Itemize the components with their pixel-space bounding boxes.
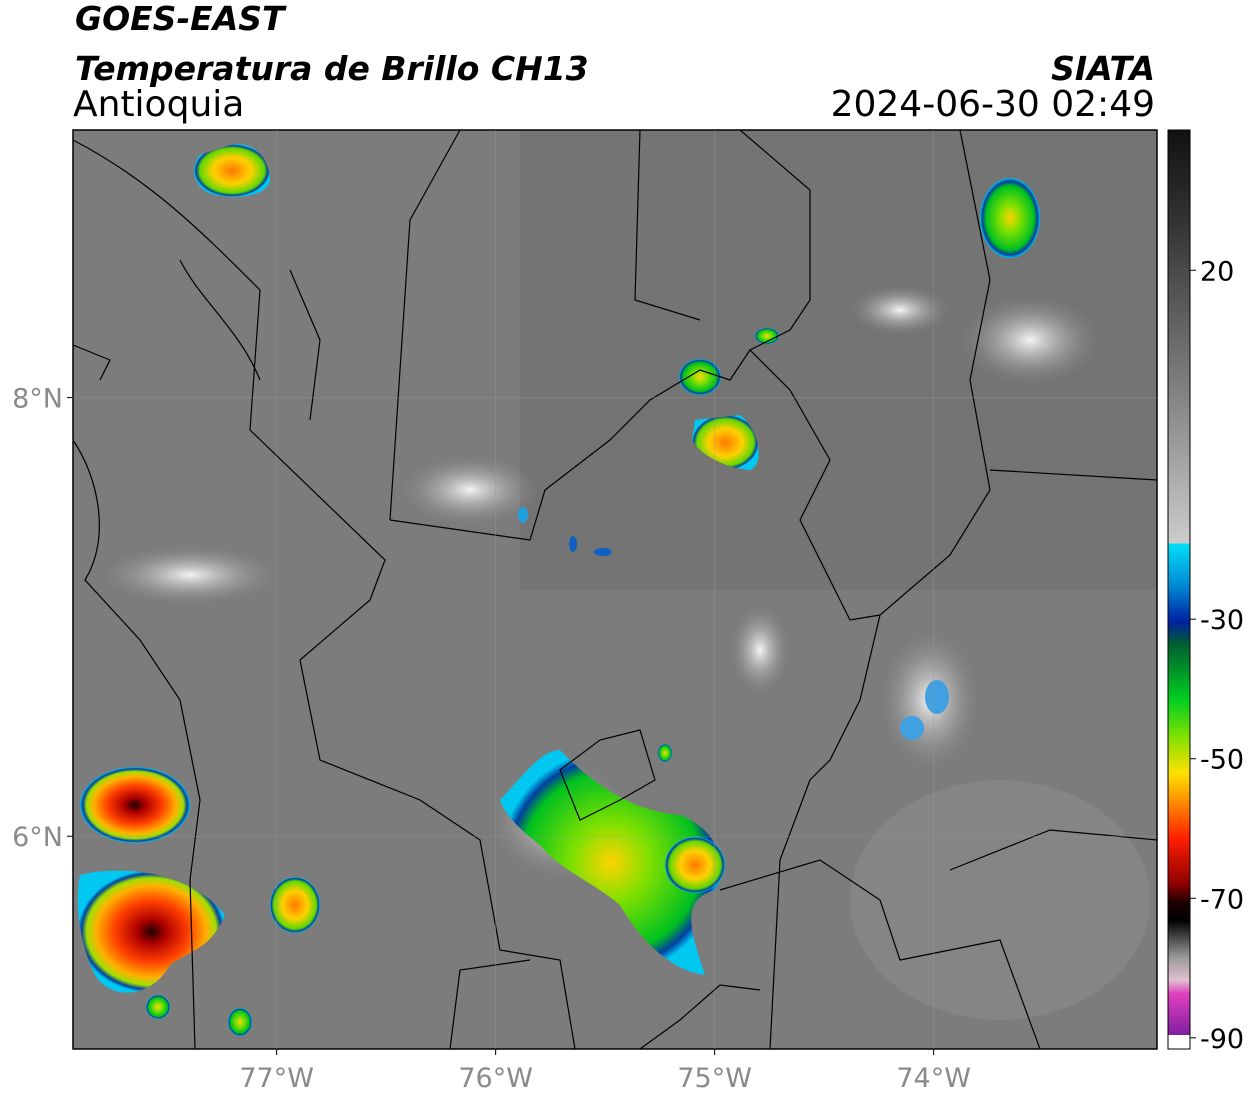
imagery [73, 130, 1157, 1049]
colorbar-tick-label: -70 [1200, 884, 1244, 915]
datetime: 2024-06-30 02:49 [831, 84, 1155, 125]
source: SIATA [1051, 49, 1155, 88]
lon-tick-label: 74°W [896, 1063, 971, 1094]
colorbar-tick-label: 20 [1200, 256, 1234, 287]
colorbar-tick-label: -90 [1200, 1024, 1244, 1055]
subtitle: Temperatura de Brillo CH13 [75, 49, 589, 88]
lon-tick-label: 76°W [458, 1063, 533, 1094]
region: Antioquia [73, 84, 244, 125]
lon-tick-label: 77°W [239, 1063, 314, 1094]
title: GOES-EAST [75, 0, 287, 38]
colorbar-tick-label: -30 [1200, 605, 1244, 636]
lat-tick-label: 8°N [12, 384, 63, 415]
colorbar [1167, 129, 1191, 1050]
lat-tick-label: 6°N [12, 822, 63, 853]
colorbar-tick-label: -50 [1200, 745, 1244, 776]
map-frame [72, 129, 1158, 1050]
lon-tick-label: 75°W [677, 1063, 752, 1094]
